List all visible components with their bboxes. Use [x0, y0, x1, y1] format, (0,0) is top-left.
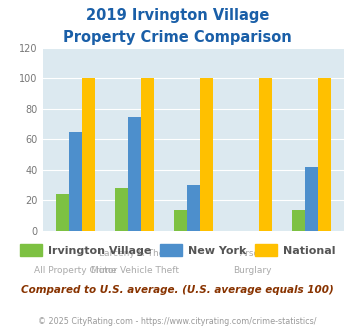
Bar [128, 116, 141, 231]
Bar [115, 188, 128, 231]
Text: All Property Crime: All Property Crime [34, 266, 117, 275]
Bar [82, 79, 95, 231]
Bar [56, 194, 69, 231]
Text: © 2025 CityRating.com - https://www.cityrating.com/crime-statistics/: © 2025 CityRating.com - https://www.city… [38, 317, 317, 326]
Text: Larceny & Theft: Larceny & Theft [99, 249, 171, 258]
Bar [305, 167, 318, 231]
Bar [174, 210, 187, 231]
Text: Compared to U.S. average. (U.S. average equals 100): Compared to U.S. average. (U.S. average … [21, 285, 334, 295]
Bar [292, 210, 305, 231]
Bar [200, 79, 213, 231]
Text: Motor Vehicle Theft: Motor Vehicle Theft [91, 266, 179, 275]
Text: Burglary: Burglary [233, 266, 272, 275]
Text: Property Crime Comparison: Property Crime Comparison [63, 30, 292, 45]
Text: Arson: Arson [240, 249, 265, 258]
Bar [141, 79, 154, 231]
Bar [187, 185, 200, 231]
Text: 2019 Irvington Village: 2019 Irvington Village [86, 8, 269, 23]
Legend: Irvington Village, New York, National: Irvington Village, New York, National [15, 240, 340, 260]
Bar [318, 79, 331, 231]
Bar [69, 132, 82, 231]
Bar [259, 79, 272, 231]
